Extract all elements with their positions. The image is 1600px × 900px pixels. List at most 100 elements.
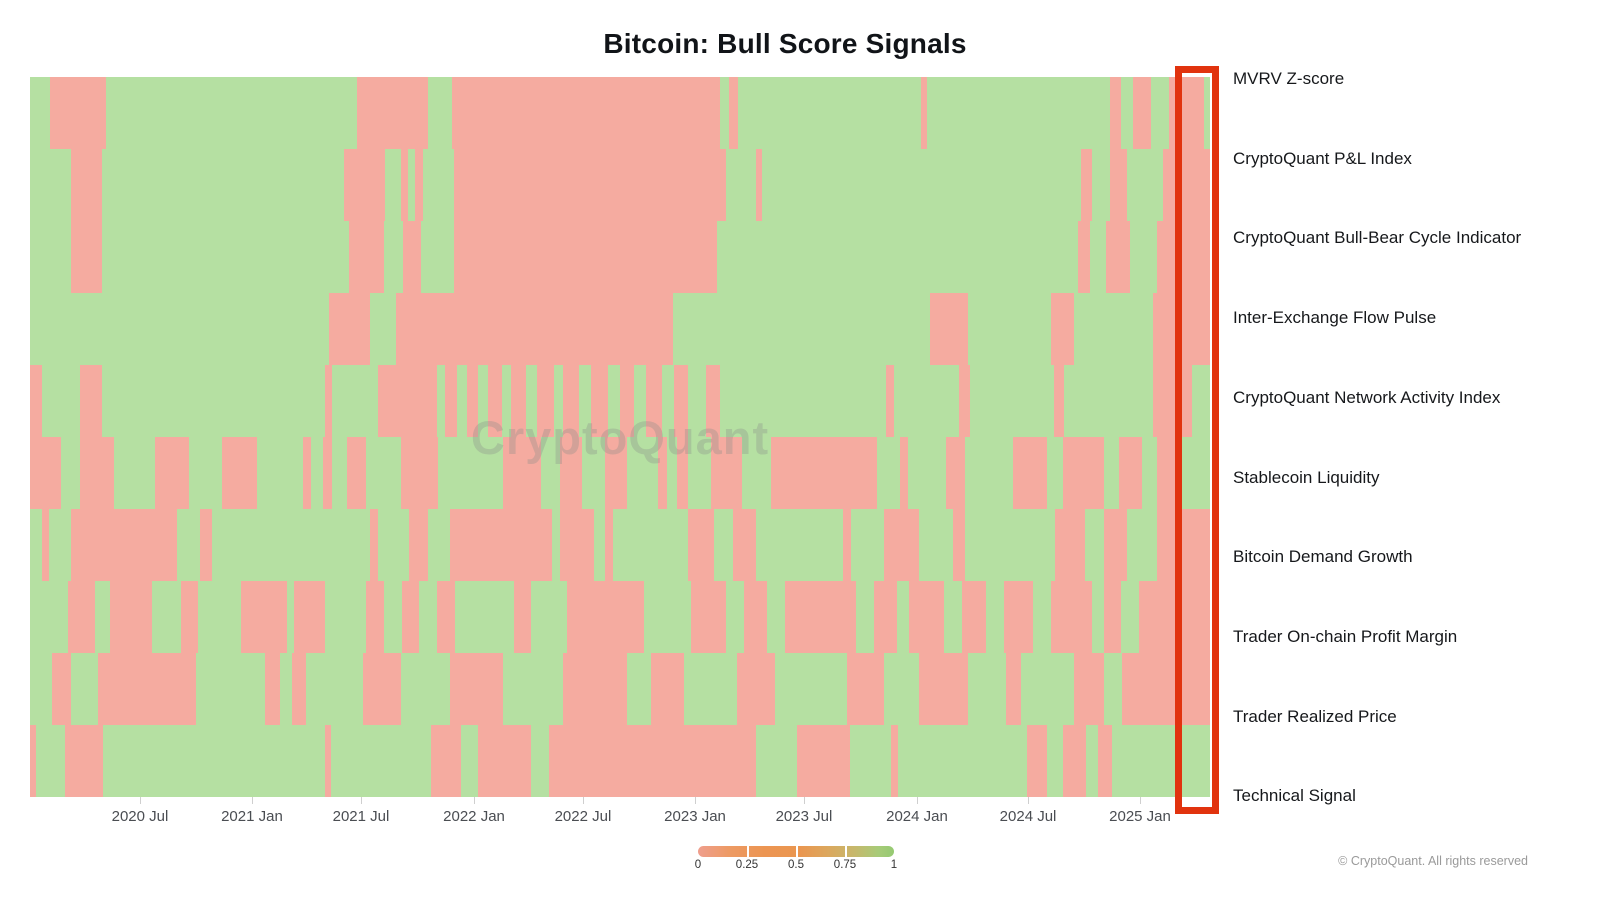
bullish-cell (325, 581, 367, 653)
bearish-cell (945, 437, 965, 509)
bullish-cell (720, 77, 729, 149)
bearish-cell (478, 725, 532, 797)
bearish-cell (873, 581, 898, 653)
bullish-cell (400, 653, 451, 725)
bullish-cell (1047, 437, 1063, 509)
row-label: Technical Signal (1233, 786, 1356, 806)
bearish-cell (431, 725, 461, 797)
heatmap-row (30, 725, 1210, 797)
bearish-cell (1153, 365, 1193, 437)
x-tick-mark (139, 797, 141, 804)
bullish-cell (94, 581, 111, 653)
bearish-cell (1062, 725, 1087, 797)
bearish-cell (899, 437, 908, 509)
bullish-cell (378, 509, 409, 581)
bearish-cell (79, 365, 102, 437)
bullish-cell (531, 581, 567, 653)
bullish-cell (1192, 365, 1210, 437)
bullish-cell (720, 365, 886, 437)
bearish-cell (401, 581, 420, 653)
bullish-cell (907, 437, 946, 509)
row-label: MVRV Z-score (1233, 69, 1345, 88)
bullish-cell (30, 653, 53, 725)
bullish-cell (726, 149, 756, 221)
bullish-cell (457, 365, 467, 437)
bearish-cell (369, 509, 379, 581)
bullish-cell (420, 221, 454, 293)
x-tick-label: 2025 Jan (1109, 808, 1171, 825)
bullish-cell (71, 653, 99, 725)
bearish-cell (1168, 77, 1205, 149)
bearish-cell (920, 77, 927, 149)
bullish-cell (897, 581, 910, 653)
x-tick-label: 2022 Jul (554, 808, 612, 825)
bullish-cell (1047, 725, 1063, 797)
bullish-cell (627, 653, 651, 725)
row-label: CryptoQuant Network Activity Index (1233, 387, 1501, 407)
bullish-cell (926, 77, 1110, 149)
bullish-cell (1141, 437, 1157, 509)
bearish-cell (1109, 77, 1122, 149)
bullish-cell (774, 653, 847, 725)
x-tick-mark (1028, 797, 1030, 804)
heatmap-row (30, 149, 1210, 221)
bullish-cell (850, 725, 892, 797)
bearish-cell (366, 581, 384, 653)
bullish-cell (918, 509, 953, 581)
bearish-cell (325, 725, 331, 797)
bearish-cell (918, 653, 969, 725)
bullish-cell (525, 365, 538, 437)
bearish-cell (1005, 653, 1022, 725)
bullish-cell (688, 437, 711, 509)
bullish-cell (384, 581, 402, 653)
x-tick-mark (360, 797, 362, 804)
bearish-cell (952, 509, 965, 581)
bearish-cell (537, 365, 554, 437)
bearish-cell (65, 725, 104, 797)
row-label: Stablecoin Liquidity (1233, 467, 1380, 487)
x-tick-label: 2024 Jan (886, 808, 948, 825)
bearish-cell (181, 581, 198, 653)
bearish-cell (1062, 437, 1104, 509)
bullish-cell (714, 509, 734, 581)
x-tick-label: 2023 Jan (664, 808, 726, 825)
bullish-cell (478, 365, 488, 437)
bullish-cell (643, 581, 691, 653)
bearish-cell (657, 437, 668, 509)
bullish-cell (726, 581, 744, 653)
bullish-cell (189, 437, 223, 509)
bullish-cell (970, 365, 1055, 437)
bullish-cell (673, 293, 931, 365)
x-tick-label: 2021 Jan (221, 808, 283, 825)
bearish-cell (67, 581, 95, 653)
bullish-cell (427, 509, 451, 581)
bearish-cell (395, 293, 674, 365)
bearish-cell (347, 437, 367, 509)
bullish-cell (332, 365, 379, 437)
bearish-cell (294, 581, 325, 653)
bullish-cell (310, 437, 323, 509)
bearish-cell (445, 365, 458, 437)
bearish-cell (743, 581, 768, 653)
bullish-cell (151, 581, 182, 653)
bearish-cell (549, 725, 756, 797)
bullish-cell (716, 221, 1078, 293)
bearish-cell (604, 437, 628, 509)
bearish-cell (645, 365, 663, 437)
bearish-cell (71, 149, 102, 221)
bullish-cell (419, 581, 438, 653)
bearish-cell (909, 581, 945, 653)
bearish-cell (590, 365, 609, 437)
bullish-cell (330, 725, 432, 797)
bullish-cell (893, 365, 959, 437)
bearish-cell (891, 725, 899, 797)
bullish-cell (177, 509, 200, 581)
heatmap-plot-area: CryptoQuant (30, 77, 1210, 797)
bullish-cell (898, 725, 1028, 797)
legend-tick-label: 0.75 (833, 859, 857, 871)
bearish-cell (453, 221, 717, 293)
bearish-cell (1050, 293, 1075, 365)
bearish-cell (559, 437, 583, 509)
bullish-cell (503, 653, 564, 725)
bearish-cell (785, 581, 856, 653)
